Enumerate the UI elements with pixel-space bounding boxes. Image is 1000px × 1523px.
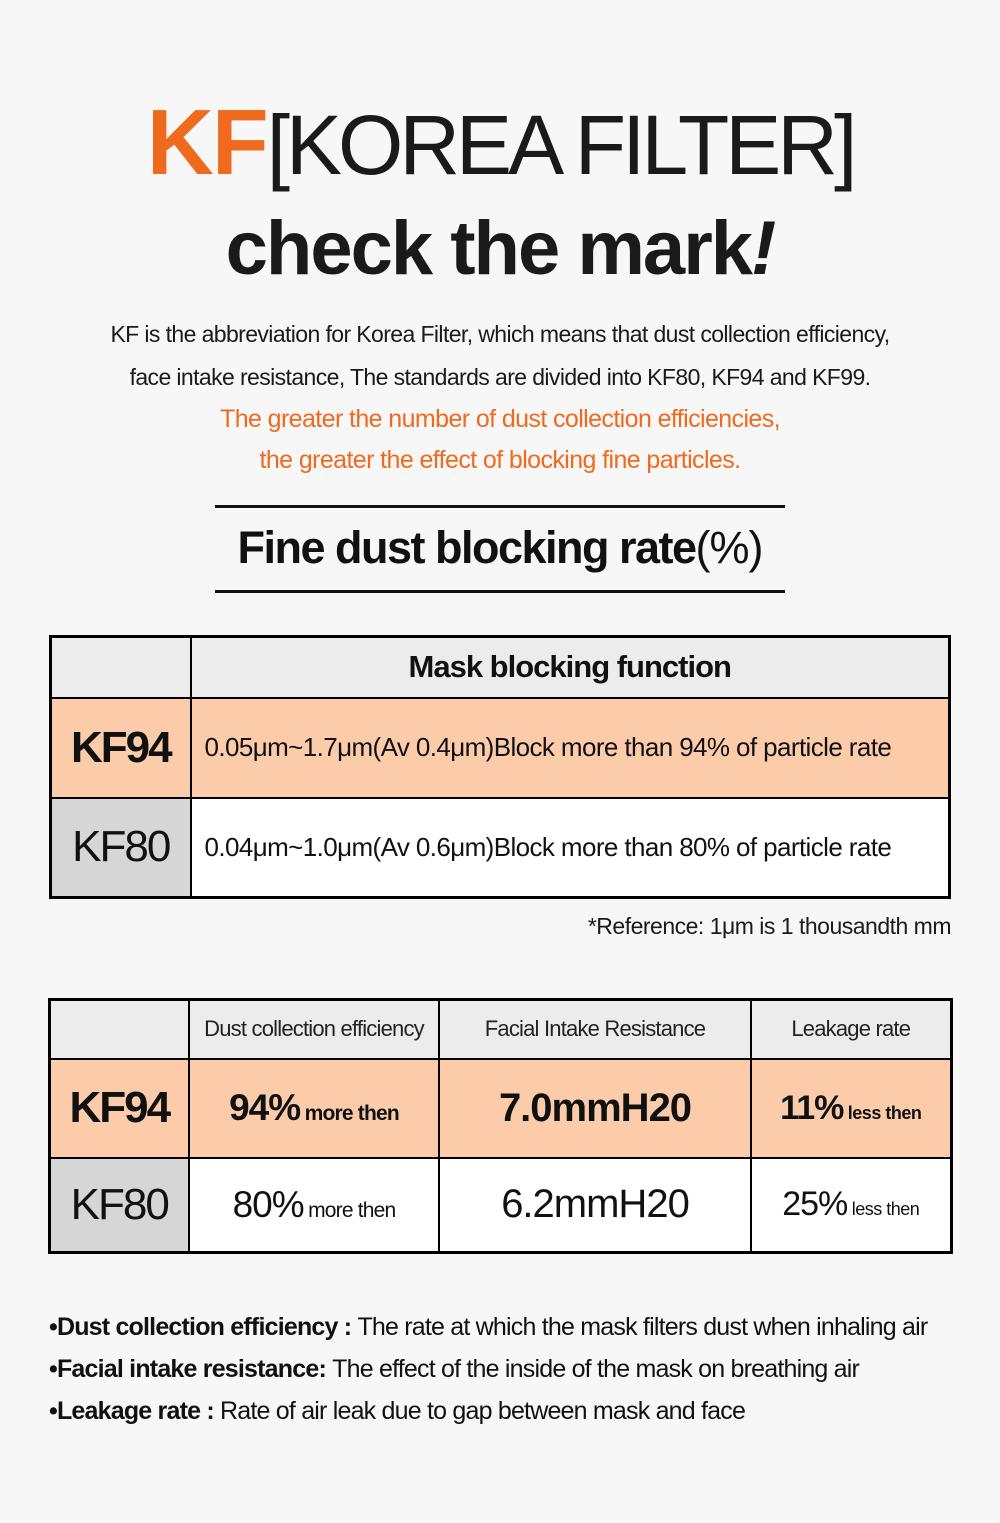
tagline-text: check the mark (225, 206, 753, 291)
highlight-line-2: the greater the effect of blocking fine … (259, 446, 742, 474)
definition-term: Facial intake resistance: (56, 1355, 333, 1383)
empty-corner-cell (48, 998, 190, 1060)
brand-kf-text: KF (146, 90, 269, 194)
kf80-blocking-value-cell: 0.04μm~1.0μm(Av 0.6μm)Block more than 80… (189, 796, 951, 899)
kf80-intake-resistance-cell: 6.2mmH20 (438, 1156, 752, 1254)
table-row: KF94 94% more then 7.0mmH20 11% less the… (48, 1057, 952, 1159)
table-header-row: Mask blocking function (49, 635, 951, 699)
definitions-list: •Dust collection efficiency : The rate a… (49, 1306, 951, 1432)
kf94-dust-efficiency-qualifier: more then (304, 1102, 400, 1125)
product-info-page: KF[KOREA FILTER] check the mark! KF is t… (0, 96, 1000, 1432)
definition-term: Dust collection efficiency : (56, 1313, 358, 1341)
kf80-dust-efficiency-qualifier: more then (308, 1198, 396, 1222)
section-title-text: Fine dust blocking rate (237, 522, 697, 573)
kf94-label-cell: KF94 (48, 1057, 190, 1159)
kf80-label-cell: KF80 (48, 1156, 190, 1254)
page-title: KF[KOREA FILTER] (0, 96, 1000, 189)
table-row: KF80 80% more then 6.2mmH20 25% less the… (48, 1156, 952, 1254)
intro-paragraph: KF is the abbreviation for Korea Filter,… (0, 313, 1000, 399)
bullet-dot: • (49, 1397, 58, 1425)
kf94-leakage-value: 11% (780, 1088, 844, 1127)
section-title-fine-dust-blocking-rate: Fine dust blocking rate(%) (215, 505, 785, 593)
column-header-facial-intake-resistance: Facial Intake Resistance (438, 998, 752, 1060)
reference-note: *Reference: 1μm is 1 thousandth mm (587, 913, 952, 939)
intro-line-2: face intake resistance, The standards ar… (129, 364, 871, 390)
table-header-row: Dust collection efficiency Facial Intake… (48, 998, 952, 1060)
kf94-dust-efficiency-value: 94% (229, 1087, 301, 1128)
tagline: check the mark! (0, 211, 1000, 287)
table-row: KF80 0.04μm~1.0μm(Av 0.6μm)Block more th… (49, 796, 951, 899)
column-header-leakage-rate: Leakage rate (750, 998, 952, 1060)
highlight-paragraph: The greater the number of dust collectio… (0, 399, 1000, 481)
list-item: •Dust collection efficiency : The rate a… (49, 1306, 951, 1348)
mask-blocking-function-header: Mask blocking function (189, 635, 951, 699)
definition-term: Leakage rate : (56, 1397, 221, 1425)
kf94-leakage-qualifier: less then (847, 1102, 922, 1123)
kf94-leakage-rate-cell: 11% less then (750, 1057, 952, 1159)
section-title-unit: (%) (695, 522, 764, 573)
bullet-dot: • (49, 1313, 58, 1341)
mask-blocking-function-table: Mask blocking function KF94 0.05μm~1.7μm… (49, 635, 951, 899)
definition-text: Rate of air leak due to gap between mask… (220, 1397, 746, 1425)
specs-comparison-table: Dust collection efficiency Facial Intake… (47, 998, 953, 1254)
tagline-exclaim: ! (751, 206, 776, 291)
kf94-dust-efficiency-cell: 94% more then (188, 1057, 440, 1159)
kf80-dust-efficiency-value: 80% (232, 1183, 305, 1225)
empty-corner-cell (49, 635, 192, 699)
intro-line-1: KF is the abbreviation for Korea Filter,… (110, 321, 890, 347)
table-row: KF94 0.05μm~1.7μm(Av 0.4μm)Block more th… (49, 696, 951, 799)
definition-text: The effect of the inside of the mask on … (332, 1355, 860, 1383)
list-item: •Facial intake resistance: The effect of… (49, 1348, 951, 1390)
highlight-line-1: The greater the number of dust collectio… (220, 405, 781, 433)
kf80-dust-efficiency-cell: 80% more then (188, 1156, 440, 1254)
definition-text: The rate at which the mask filters dust … (357, 1313, 928, 1341)
kf80-label-cell: KF80 (49, 796, 192, 899)
kf80-leakage-rate-cell: 25% less then (750, 1156, 952, 1254)
list-item: •Leakage rate : Rate of air leak due to … (49, 1390, 951, 1432)
kf94-label-cell: KF94 (49, 696, 192, 799)
column-header-dust-collection-efficiency: Dust collection efficiency (188, 998, 440, 1060)
brand-bracket-text: [KOREA FILTER] (266, 98, 858, 192)
kf80-leakage-qualifier: less then (851, 1199, 920, 1220)
kf80-leakage-value: 25% (782, 1185, 848, 1224)
kf94-intake-resistance-cell: 7.0mmH20 (438, 1057, 752, 1159)
kf94-blocking-value-cell: 0.05μm~1.7μm(Av 0.4μm)Block more than 94… (189, 696, 951, 799)
bullet-dot: • (49, 1355, 58, 1383)
